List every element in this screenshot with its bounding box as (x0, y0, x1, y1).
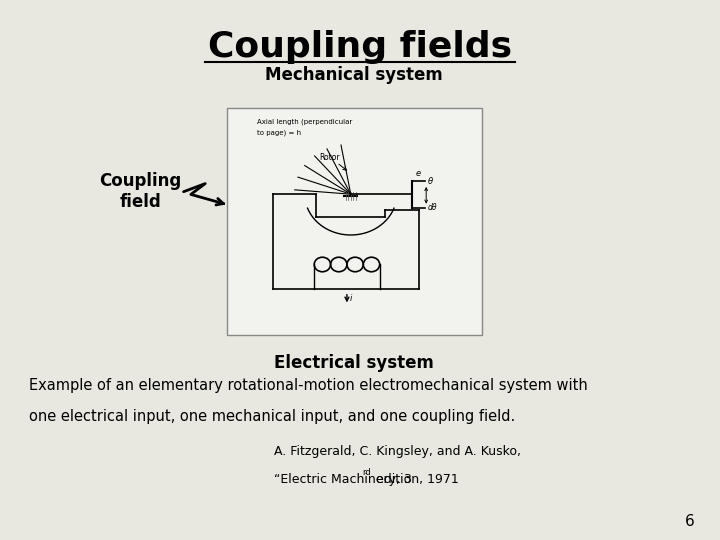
Text: e: e (416, 169, 421, 178)
Text: “Electric Machinery, 3: “Electric Machinery, 3 (274, 472, 411, 485)
Text: Axial length (perpendicular: Axial length (perpendicular (258, 119, 353, 125)
Text: A. Fitzgerald, C. Kingsley, and A. Kusko,: A. Fitzgerald, C. Kingsley, and A. Kusko… (274, 446, 521, 458)
Text: Coupling
field: Coupling field (99, 172, 181, 211)
Bar (227, 108, 482, 335)
Text: Mechanical system: Mechanical system (266, 66, 443, 84)
Text: Coupling fields: Coupling fields (208, 30, 512, 64)
Text: Electrical system: Electrical system (274, 354, 434, 372)
Text: i: i (349, 294, 352, 303)
Text: to page) = h: to page) = h (258, 129, 302, 136)
Text: 6: 6 (685, 514, 695, 529)
Text: one electrical input, one mechanical input, and one coupling field.: one electrical input, one mechanical inp… (29, 409, 515, 424)
Text: θ: θ (428, 177, 433, 186)
Text: Rotor: Rotor (319, 153, 339, 162)
Text: dθ: dθ (428, 203, 437, 212)
Text: rd: rd (362, 468, 371, 477)
Text: edition, 1971: edition, 1971 (372, 472, 458, 485)
Text: Example of an elementary rotational-motion electromechanical system with: Example of an elementary rotational-moti… (29, 378, 588, 393)
